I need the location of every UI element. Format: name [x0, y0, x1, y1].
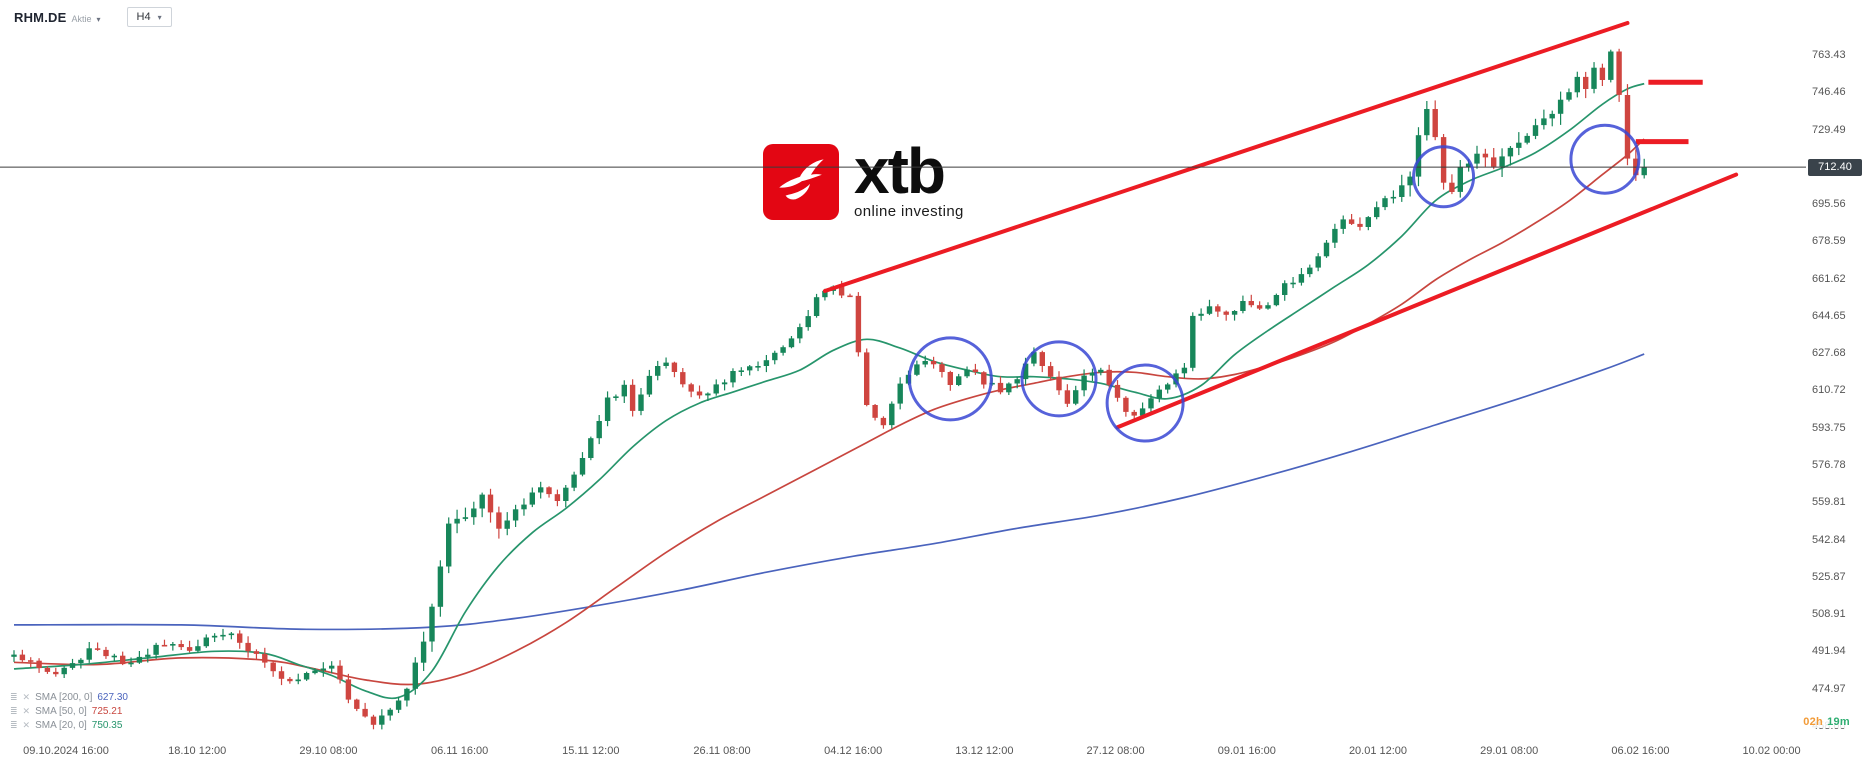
legend-row: ≣ ✕ SMA [50, 0] 725.21 — [10, 704, 128, 718]
indicator-remove-icon[interactable]: ✕ — [22, 691, 31, 702]
trend-channel — [822, 20, 1739, 430]
timeframe-selector[interactable]: H4 ▾ — [126, 7, 172, 27]
legend-row: ≣ ✕ SMA [20, 0] 750.35 — [10, 718, 128, 732]
current-price-badge: 712.40 — [1808, 158, 1862, 176]
indicator-settings-icon[interactable]: ≣ — [10, 705, 18, 716]
indicator-legend: ≣ ✕ SMA [200, 0] 627.30 ≣ ✕ SMA [50, 0] … — [10, 690, 128, 732]
indicator-value: 725.21 — [91, 705, 123, 717]
chevron-down-icon: ▾ — [96, 14, 101, 24]
trend-channel-lower — [1115, 172, 1739, 430]
countdown-hours: 02h — [1803, 716, 1824, 728]
timeframe-value: H4 — [136, 11, 151, 23]
highlight-circle — [1105, 363, 1185, 443]
xtb-logo-bird-icon — [779, 159, 824, 200]
highlight-circle — [1020, 340, 1098, 418]
symbol-selector[interactable]: RHM.DE Aktie ▾ — [14, 10, 101, 25]
symbol-name: RHM.DE — [14, 9, 67, 25]
legend-row: ≣ ✕ SMA [200, 0] 627.30 — [10, 690, 128, 704]
candles-layer — [11, 48, 1647, 730]
candle-countdown: 02h 19m — [1720, 716, 1850, 728]
tagline-text: online investing — [854, 202, 964, 220]
indicator-remove-icon[interactable]: ✕ — [22, 705, 31, 716]
sma-20-line — [13, 82, 1645, 700]
sma-lines — [13, 82, 1645, 700]
sma-50-line — [13, 138, 1645, 686]
highlight-circle — [907, 336, 993, 422]
indicator-settings-icon[interactable]: ≣ — [10, 691, 18, 702]
highlight-circle — [1412, 145, 1476, 209]
indicator-label: SMA [200, 0] — [35, 691, 93, 703]
xtb-watermark: xtb online investing — [763, 135, 964, 220]
chart-toolbar: RHM.DE Aktie ▾ H4 ▾ — [14, 7, 172, 27]
sma-200-line — [13, 353, 1645, 631]
chevron-down-icon: ▾ — [157, 12, 162, 22]
highlight-circle — [1569, 123, 1641, 195]
instrument-type-label: Aktie — [71, 13, 92, 24]
countdown-minutes: 19m — [1827, 716, 1850, 728]
trend-channel-upper — [822, 20, 1630, 294]
indicator-remove-icon[interactable]: ✕ — [22, 719, 31, 730]
indicator-settings-icon[interactable]: ≣ — [10, 719, 18, 730]
indicator-label: SMA [20, 0] — [35, 719, 87, 731]
indicator-value: 627.30 — [97, 691, 128, 703]
indicator-label: SMA [50, 0] — [35, 705, 87, 717]
indicator-value: 750.35 — [91, 719, 123, 731]
brand-text: xtb — [854, 135, 946, 208]
xtb-logo-icon — [763, 144, 839, 220]
